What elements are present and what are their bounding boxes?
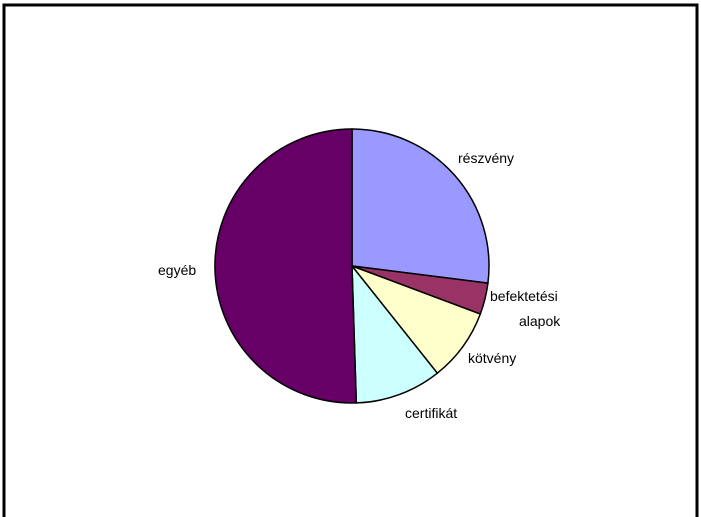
- chart-border: [2, 3, 699, 517]
- slice-label-befektetesi-alapok-line2: alapok: [519, 313, 561, 329]
- pie-labels: részvény befektetési alapok kötvény cert…: [158, 150, 561, 421]
- pie-slice-egyeb: [214, 128, 358, 404]
- slice-label-kotveny: kötvény: [468, 350, 516, 366]
- slice-label-reszveny: részvény: [458, 150, 514, 166]
- slice-label-certifikat: certifikát: [405, 405, 457, 421]
- slice-label-egyeb: egyéb: [158, 262, 196, 278]
- pie-slice-certifikat: [351, 263, 439, 404]
- pie-slice-reszveny: [351, 128, 490, 285]
- slice-label-befektetesi-alapok-line1: befektetési: [490, 288, 558, 304]
- pie-slices: [214, 128, 490, 404]
